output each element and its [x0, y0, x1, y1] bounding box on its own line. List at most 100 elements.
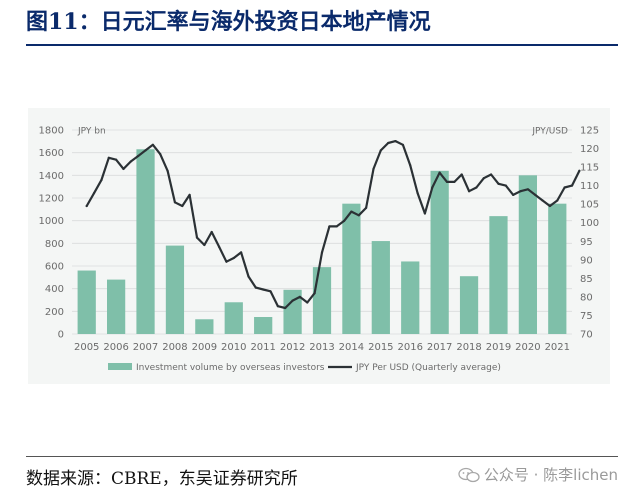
line-point	[247, 275, 250, 278]
line-point	[445, 180, 449, 184]
title-divider	[26, 44, 618, 46]
line-point	[313, 292, 316, 295]
line-point	[548, 204, 552, 208]
x-tick-label: 2014	[339, 342, 364, 353]
fx-rate-line	[85, 139, 581, 310]
line-point	[254, 286, 257, 289]
right-tick-label: 110	[580, 181, 599, 192]
bar	[195, 319, 214, 334]
figure-title: 图11：日元汇率与海外投资日本地产情况	[26, 9, 431, 35]
line-point	[115, 158, 118, 161]
line-point	[173, 201, 177, 204]
line-point	[453, 180, 456, 184]
line-point	[570, 184, 574, 187]
left-tick-label: 1600	[39, 148, 64, 159]
line-point	[92, 191, 96, 195]
line-point	[159, 153, 162, 156]
legend-swatch-bars	[108, 363, 132, 370]
line-point	[181, 204, 184, 208]
bar	[518, 175, 537, 334]
line-point	[365, 206, 368, 209]
line-point	[504, 184, 507, 187]
watermark-text: 公众号 · 陈李lichen	[483, 466, 618, 484]
left-tick-label: 1800	[39, 126, 64, 137]
chart-panel: 0 200 400 600 800 1000 1200 1400 1600 1800 70 75 80 8…	[28, 108, 610, 384]
line-point	[195, 236, 199, 239]
line-point	[556, 199, 559, 202]
bar	[254, 317, 273, 334]
right-tick-label: 80	[580, 292, 593, 303]
wechat-icon	[458, 467, 480, 482]
line-point	[490, 173, 493, 176]
bar	[77, 270, 96, 334]
line-point	[210, 230, 213, 234]
right-tick-label: 90	[580, 255, 593, 266]
x-tick-label: 2016	[398, 342, 423, 353]
line-point	[438, 171, 441, 174]
line-point	[129, 160, 132, 163]
line-point	[416, 191, 419, 195]
line-point	[144, 149, 147, 152]
left-tick-label: 600	[45, 262, 64, 273]
line-point	[423, 212, 427, 215]
x-tick-label: 2012	[280, 342, 305, 353]
line-point	[372, 167, 375, 171]
right-tick-label: 125	[580, 126, 599, 137]
bar	[371, 241, 390, 334]
line-point	[350, 210, 353, 213]
bar	[283, 289, 302, 334]
x-tick-label: 2005	[74, 342, 99, 353]
right-tick-label: 115	[580, 163, 599, 174]
line-point	[563, 186, 566, 189]
x-tick-label: 2006	[103, 342, 128, 353]
line-point	[122, 167, 125, 171]
line-point	[276, 305, 279, 308]
line-point	[151, 143, 154, 146]
line-point	[217, 245, 221, 248]
x-tick-label: 2013	[309, 342, 334, 353]
line-point	[475, 186, 478, 189]
line-point	[328, 225, 331, 228]
line-point	[431, 186, 434, 189]
x-tick-label: 2010	[221, 342, 246, 353]
bar	[489, 216, 508, 334]
left-tick-label: 800	[45, 239, 64, 250]
bar	[136, 149, 155, 334]
line-point	[284, 306, 287, 310]
left-tick-label: 1200	[39, 194, 64, 205]
line-point	[460, 173, 463, 176]
bar	[401, 261, 420, 334]
right-tick-label: 105	[580, 200, 599, 211]
line-point	[519, 190, 522, 193]
x-tick-label: 2018	[456, 342, 481, 353]
right-tick-label: 85	[580, 274, 593, 285]
bar	[224, 302, 243, 334]
line-point	[467, 190, 471, 193]
line-point	[357, 214, 360, 217]
line-point	[482, 177, 485, 180]
line-point	[541, 199, 544, 202]
line-point	[203, 243, 206, 247]
line-point	[379, 149, 382, 152]
line-point	[335, 225, 338, 228]
bar	[459, 276, 479, 334]
bar	[342, 203, 361, 334]
legend-label-bars: Investment volume by overseas investors	[136, 363, 325, 373]
combo-chart: 0 200 400 600 800 1000 1200 1400 1600 1800 70 75 80 8…	[39, 126, 600, 374]
left-tick-label: 200	[45, 307, 64, 318]
left-tick-label: 0	[58, 330, 64, 341]
left-tick-label: 400	[45, 284, 64, 295]
x-tick-label: 2021	[545, 342, 570, 353]
line-point	[298, 295, 302, 299]
right-axis-unit: JPY/USD	[531, 127, 568, 137]
line-point	[409, 164, 412, 167]
line-point	[394, 140, 397, 143]
watermark: 公众号 · 陈李lichen	[458, 464, 618, 485]
x-tick-label: 2019	[486, 342, 511, 353]
line-point	[166, 169, 169, 172]
line-point	[225, 260, 228, 263]
line-point	[534, 193, 537, 197]
line-point	[85, 204, 88, 208]
line-point	[578, 169, 581, 172]
line-point	[188, 193, 191, 197]
